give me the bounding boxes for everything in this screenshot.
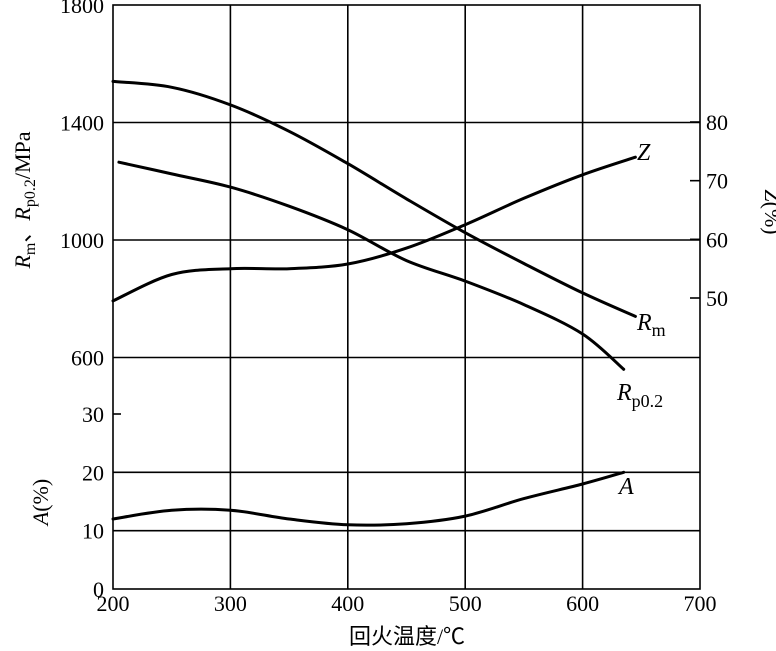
y-left-tick-label: 0	[93, 577, 104, 602]
series-line-rp02	[117, 160, 626, 371]
x-tick-label: 400	[331, 591, 364, 616]
y-left-top-title: Rm、Rp0.2/MPa	[10, 131, 39, 269]
series-line-z	[111, 155, 637, 303]
grid	[112, 4, 701, 590]
x-tick-label: 200	[97, 591, 130, 616]
y-left-bottom-title: A(%)	[28, 479, 53, 527]
x-tick-label: 600	[566, 591, 599, 616]
x-axis-title: 回火温度/℃	[349, 624, 465, 649]
y-right-tick-label: 70	[706, 169, 728, 194]
series-line-rm	[111, 79, 637, 318]
series-line-a	[111, 470, 626, 527]
y-left-tick-label: 600	[71, 346, 104, 371]
series-label-rp02: Rp0.2	[616, 380, 663, 411]
y-left-tick-label: 10	[82, 519, 104, 544]
curves	[111, 79, 637, 527]
y-left-tick-label: 1400	[60, 111, 104, 136]
series-label-z: Z	[637, 140, 651, 166]
y-right-tick-label: 50	[706, 286, 728, 311]
y-left-tick-label: 1000	[60, 228, 104, 253]
x-tick-label: 300	[214, 591, 247, 616]
y-right-tick-label: 60	[706, 227, 728, 252]
y-right-title: Z(%)	[760, 189, 776, 234]
series-label-rm: Rm	[636, 310, 666, 340]
y-left-tick-label: 30	[82, 402, 104, 427]
y-left-tick-label: 20	[82, 460, 104, 485]
y-right-tick-label: 80	[706, 110, 728, 135]
series-label-a: A	[617, 474, 634, 500]
tick-labels: 200 300 400 500 600 700 600 1000 1400 1800 0 10 20 30…	[60, 0, 728, 616]
x-tick-label: 700	[684, 591, 717, 616]
x-tick-label: 500	[449, 591, 482, 616]
plot-frame	[112, 4, 701, 590]
y-left-tick-label: 1800	[60, 0, 104, 18]
